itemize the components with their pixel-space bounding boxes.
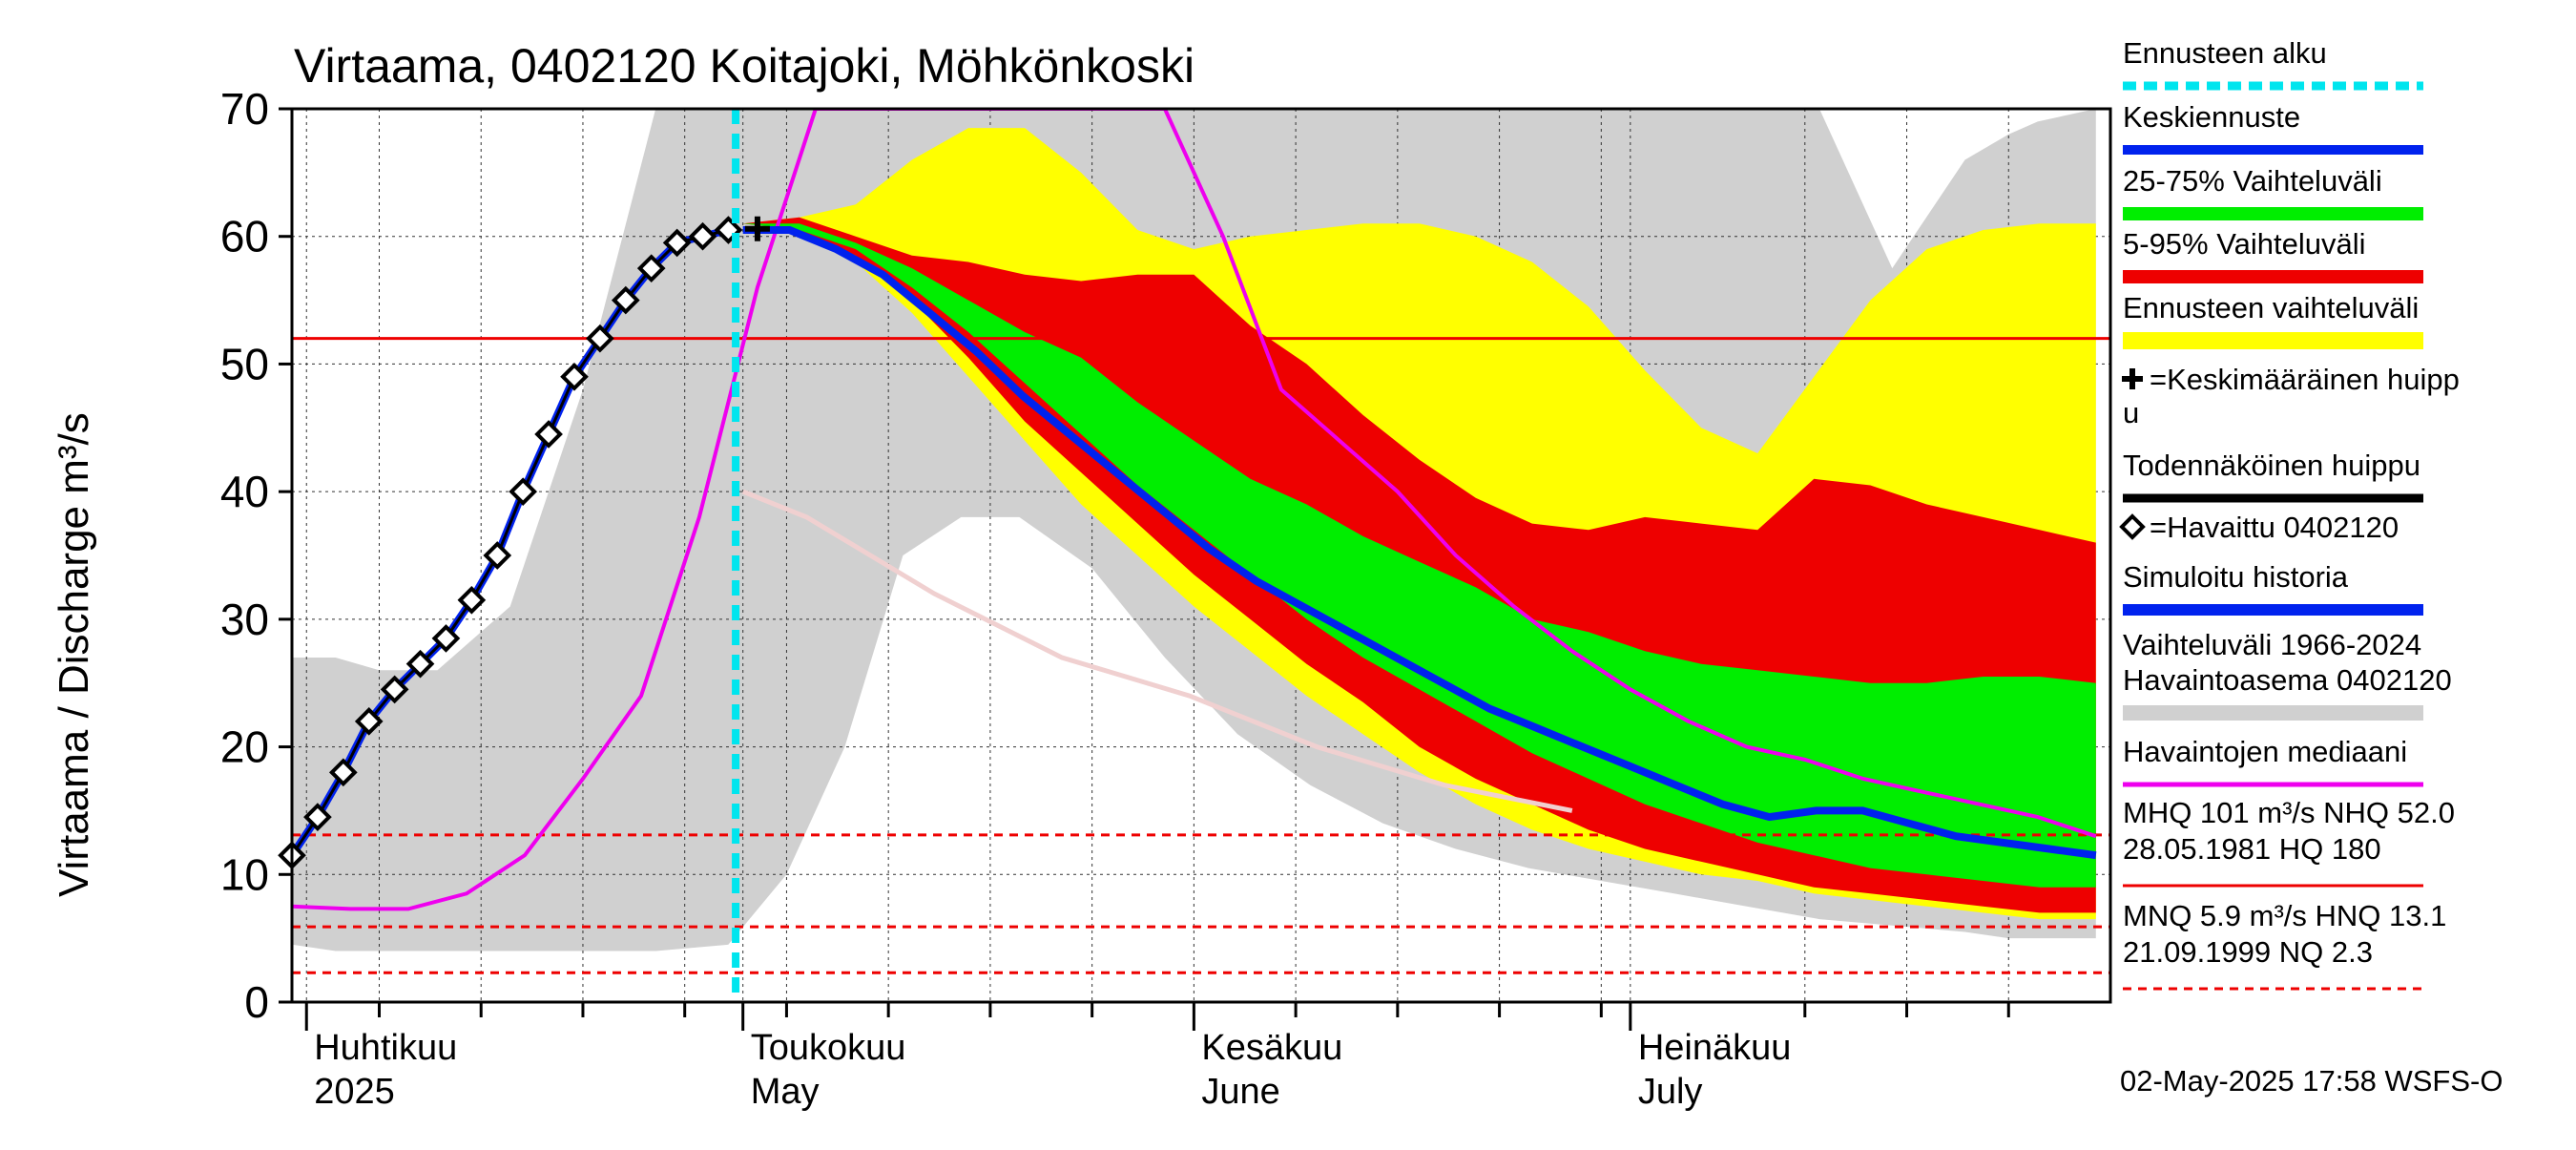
observed-point — [560, 362, 589, 391]
x-month-sublabel: June — [1201, 1072, 1279, 1112]
observed-point — [405, 649, 435, 679]
y-axis-label: Virtaama / Discharge m³/s — [51, 412, 97, 897]
legend-label: Havaintoasema 0402120 — [2123, 663, 2452, 697]
legend-label: u — [2123, 396, 2139, 429]
observed-point — [457, 585, 487, 615]
chart-title: Virtaama, 0402120 Koitajoki, Möhkönkoski — [294, 39, 1195, 93]
low-observed-trace — [741, 489, 1573, 813]
x-month-sublabel: May — [751, 1072, 820, 1112]
legend-stat-text: MNQ 5.9 m³/s HNQ 13.1 — [2123, 899, 2446, 932]
observed-point — [688, 221, 717, 251]
y-tick-label: 10 — [220, 849, 269, 899]
mean-forecast-line — [742, 226, 2097, 860]
x-month-label: Toukokuu — [751, 1028, 906, 1068]
legend-label: Havaintojen mediaani — [2123, 735, 2407, 768]
legend-label: Todennäköinen huippu — [2123, 449, 2420, 482]
observed-point — [380, 675, 409, 704]
mean-peak-marker — [744, 216, 770, 241]
observed-point — [303, 803, 332, 831]
legend-label: =Havaittu 0402120 — [2150, 511, 2399, 544]
observed-point — [636, 254, 666, 282]
legend: Ennusteen alku Keskiennuste 25-75% Vaihtel… — [2119, 36, 2460, 991]
y-tick-label: 20 — [220, 722, 269, 772]
legend-label: 25-75% Vaihteluväli — [2123, 164, 2382, 198]
y-tick-label: 60 — [220, 212, 269, 261]
x-month-sublabel: July — [1638, 1072, 1703, 1112]
legend-stat-text: 28.05.1981 HQ 180 — [2123, 832, 2381, 866]
observed-point — [714, 216, 743, 244]
x-month-label: Kesäkuu — [1201, 1028, 1342, 1068]
observed-point — [586, 324, 614, 353]
y-tick-label: 50 — [220, 339, 269, 388]
observed-point — [509, 477, 538, 506]
footer-timestamp: 02-May-2025 17:58 WSFS-O — [2120, 1064, 2503, 1098]
legend-label: Ennusteen vaihteluväli — [2123, 291, 2419, 324]
observed-point — [662, 228, 692, 258]
legend-label: =Keskimääräinen huipp — [2150, 363, 2460, 396]
observed-point — [354, 707, 384, 736]
y-tick-label: 40 — [220, 467, 269, 516]
observed-median-line — [292, 109, 2097, 911]
x-month-label: Heinäkuu — [1638, 1028, 1792, 1068]
x-month-sublabel: 2025 — [314, 1072, 395, 1112]
legend-observed-symbol — [2119, 513, 2146, 540]
p25-75-band — [742, 223, 2096, 888]
observed-point — [328, 758, 358, 787]
observed-point — [611, 285, 640, 315]
y-tick-label: 70 — [220, 84, 269, 134]
y-tick-label: 30 — [220, 595, 269, 644]
legend-label: Simuloitu historia — [2123, 560, 2349, 594]
legend-peak-symbol — [2122, 368, 2143, 389]
observed-point — [534, 420, 563, 449]
legend-label: Keskiennuste — [2123, 100, 2300, 134]
observed-point — [431, 624, 461, 653]
legend-label: Ennusteen alku — [2123, 36, 2327, 70]
y-tick-label: 0 — [244, 977, 269, 1027]
legend-label: 5-95% Vaihteluväli — [2123, 227, 2365, 261]
observed-point — [483, 541, 512, 570]
plot-frame — [290, 107, 2112, 1004]
x-month-label: Huhtikuu — [314, 1028, 457, 1068]
legend-label: Vaihteluväli 1966-2024 — [2123, 628, 2421, 661]
legend-stat-text: 21.09.1999 NQ 2.3 — [2123, 935, 2373, 969]
legend-stat-text: MHQ 101 m³/s NHQ 52.0 — [2123, 796, 2455, 829]
